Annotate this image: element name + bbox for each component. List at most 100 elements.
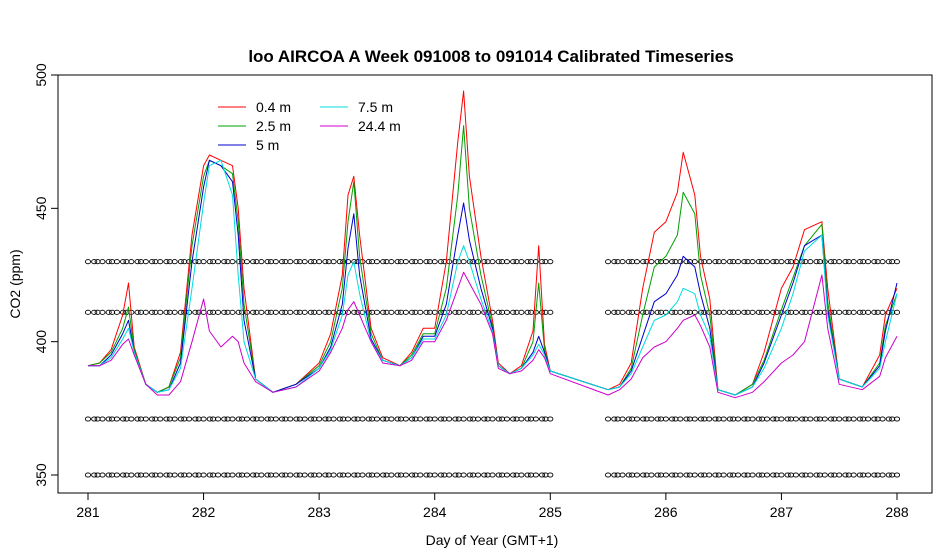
marker-point: [625, 259, 632, 265]
marker-point: [235, 416, 242, 422]
series-line-2-5-m: [87, 125, 898, 396]
marker-point: [192, 472, 199, 478]
marker-point: [344, 472, 352, 478]
marker-point: [148, 309, 156, 315]
marker-point: [423, 259, 430, 265]
marker-point: [784, 472, 791, 478]
marker-point: [148, 472, 156, 478]
x-tick-label: 281: [76, 504, 100, 520]
marker-point: [503, 416, 510, 422]
marker-point: [741, 309, 748, 315]
marker-point: [813, 416, 820, 422]
marker-point: [301, 309, 308, 315]
marker-point: [380, 416, 387, 422]
marker-point: [105, 416, 112, 422]
marker-point: [243, 472, 250, 478]
marker-point: [720, 416, 727, 422]
marker-point: [605, 472, 612, 478]
marker-point: [359, 309, 366, 315]
marker-point: [171, 472, 178, 478]
marker-rows: [84, 259, 901, 478]
marker-point: [720, 472, 727, 478]
x-tick-label: 288: [885, 504, 909, 520]
marker-point: [885, 259, 892, 265]
marker-point: [850, 472, 857, 478]
marker-point: [408, 416, 416, 422]
marker-point: [503, 472, 510, 478]
marker-point: [206, 416, 213, 422]
marker-point: [836, 309, 843, 315]
marker-point: [850, 309, 857, 315]
marker-point: [192, 309, 199, 315]
marker-point: [605, 309, 612, 315]
marker-point: [157, 472, 164, 478]
marker-point: [619, 472, 626, 478]
marker-point: [813, 472, 820, 478]
marker-point: [408, 309, 416, 315]
marker-point: [605, 259, 612, 265]
marker-point: [735, 259, 742, 265]
marker-point: [720, 259, 727, 265]
marker-point: [827, 416, 835, 422]
marker-point: [344, 259, 352, 265]
marker-point: [163, 309, 170, 315]
marker-point: [726, 259, 733, 265]
marker-point: [842, 259, 849, 265]
marker-point: [524, 309, 531, 315]
marker-point: [510, 309, 517, 315]
marker-point: [503, 309, 510, 315]
marker-point: [611, 472, 618, 478]
marker-point: [142, 309, 149, 315]
marker-point: [301, 259, 308, 265]
marker-point: [99, 472, 106, 478]
marker-point: [697, 416, 705, 422]
marker-point: [640, 472, 647, 478]
marker-point: [402, 309, 409, 315]
marker-point: [163, 416, 170, 422]
marker-point: [278, 472, 286, 478]
marker-point: [344, 416, 352, 422]
marker-point: [547, 472, 554, 478]
marker-point: [735, 416, 742, 422]
marker-point: [365, 259, 372, 265]
marker-point: [330, 416, 337, 422]
marker-point: [157, 259, 164, 265]
chart-title: loo AIRCOA A Week 091008 to 091014 Calib…: [248, 47, 733, 66]
marker-point: [712, 259, 719, 265]
marker-point: [200, 259, 207, 265]
marker-point: [322, 416, 329, 422]
marker-point: [821, 416, 828, 422]
marker-point: [807, 309, 814, 315]
marker-point: [633, 472, 641, 478]
marker-point: [865, 259, 872, 265]
marker-point: [322, 259, 329, 265]
marker-point: [792, 416, 799, 422]
marker-point: [336, 259, 343, 265]
marker-point: [871, 472, 878, 478]
y-axis: 350 400 450 500: [33, 63, 58, 487]
marker-point: [691, 472, 698, 478]
marker-point: [763, 416, 771, 422]
plot-frame: [57, 74, 933, 494]
marker-point: [157, 309, 164, 315]
marker-point: [654, 472, 661, 478]
marker-point: [532, 416, 539, 422]
marker-point: [799, 309, 806, 315]
marker-point: [206, 259, 213, 265]
marker-point: [697, 309, 705, 315]
marker-point: [677, 472, 684, 478]
marker-point: [84, 259, 92, 265]
marker-point: [402, 472, 409, 478]
marker-point: [417, 259, 424, 265]
marker-point: [475, 472, 482, 478]
marker-point: [200, 416, 207, 422]
marker-point: [871, 259, 878, 265]
marker-point: [316, 416, 323, 422]
series-lines: [87, 90, 898, 399]
marker-point: [510, 259, 517, 265]
series-line-0-4-m: [87, 90, 898, 396]
marker-point: [654, 416, 661, 422]
marker-point: [460, 259, 467, 265]
marker-point: [128, 416, 135, 422]
marker-point: [373, 472, 380, 478]
